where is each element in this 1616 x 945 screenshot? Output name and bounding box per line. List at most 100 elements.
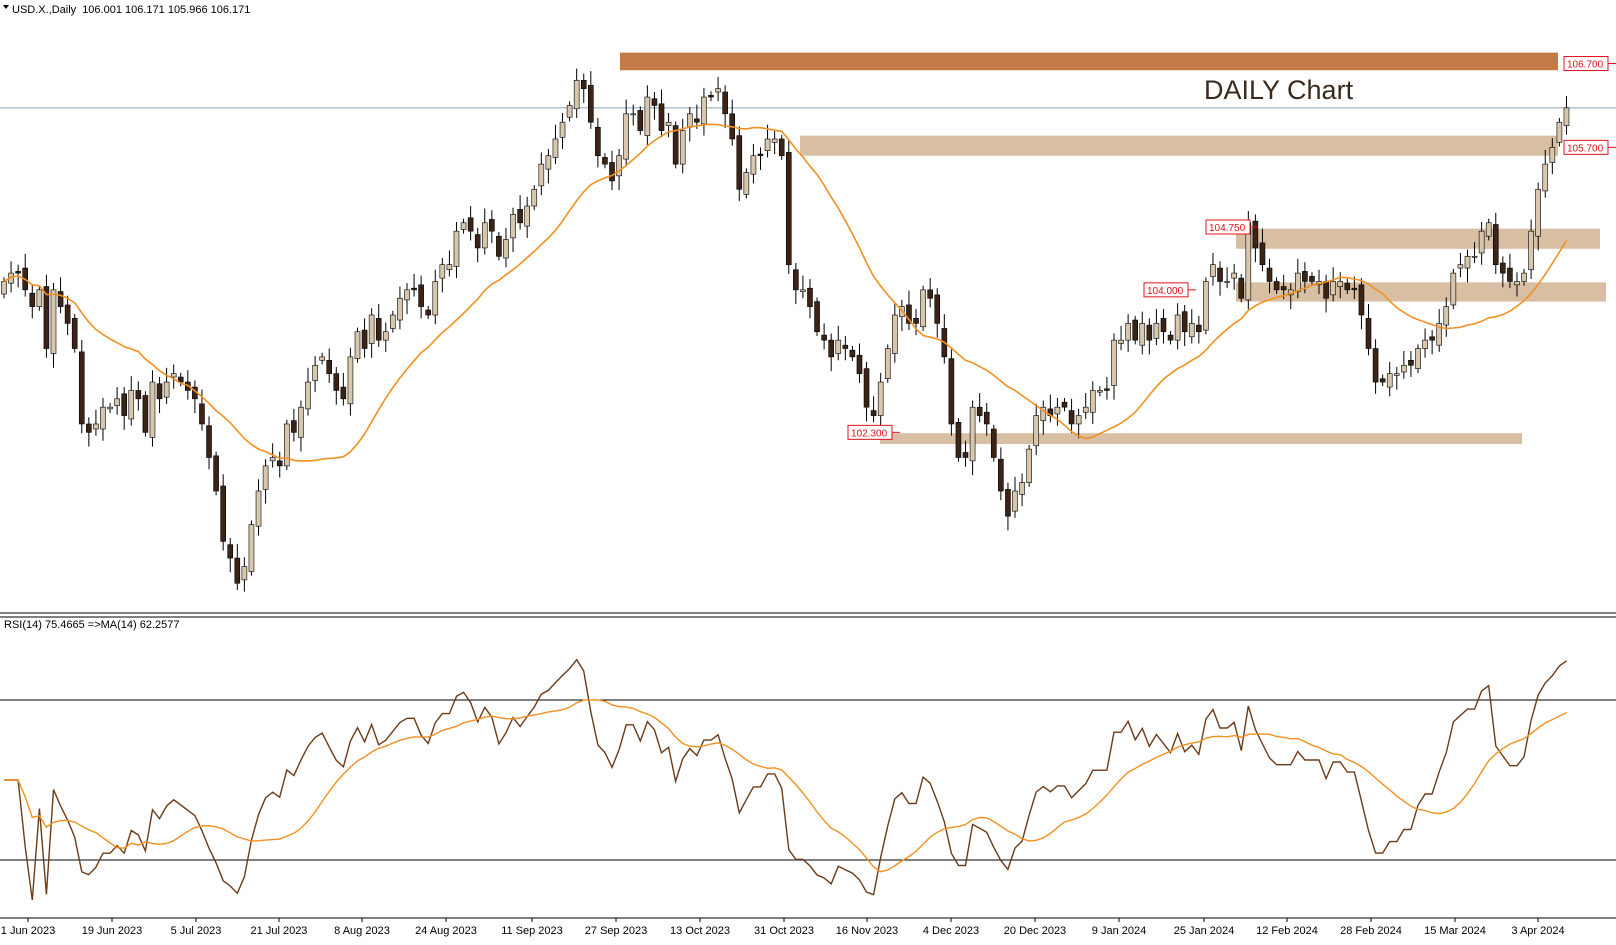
candle	[955, 418, 962, 462]
candle	[319, 352, 325, 365]
candle	[1563, 96, 1570, 135]
svg-text:104.000: 104.000	[1147, 286, 1184, 297]
candle	[1075, 408, 1082, 439]
candle	[941, 314, 948, 364]
candle	[1422, 328, 1428, 358]
candle	[934, 288, 941, 338]
candle	[1478, 221, 1485, 265]
candle	[1181, 304, 1188, 347]
candle	[1266, 258, 1273, 294]
symbol-title: USD.X.,Daily 106.001 106.171 105.966 106.…	[12, 4, 250, 16]
candle	[1139, 311, 1146, 355]
candle	[467, 206, 474, 241]
level-label: 104.750	[1205, 219, 1258, 235]
candle	[418, 275, 424, 319]
x-axis-label: 20 Dec 2023	[1004, 925, 1066, 937]
candle	[1054, 397, 1061, 426]
candle	[976, 392, 983, 423]
candle	[283, 419, 290, 471]
candle	[1436, 309, 1443, 352]
candle	[835, 325, 842, 361]
candle	[163, 367, 170, 404]
candle	[849, 346, 856, 362]
candle	[870, 396, 877, 423]
candle	[1259, 228, 1266, 272]
candle	[71, 314, 78, 353]
candle	[460, 218, 467, 234]
candle	[1089, 381, 1096, 424]
candle	[998, 447, 1004, 501]
candle	[1443, 297, 1450, 337]
candle	[573, 68, 580, 119]
candle	[382, 322, 389, 352]
candle	[623, 99, 629, 166]
candle	[43, 274, 50, 358]
candle	[1542, 149, 1549, 198]
candle	[948, 349, 955, 436]
candle	[1401, 351, 1407, 379]
x-axis-label: 19 Jun 2023	[82, 925, 143, 937]
candle	[474, 227, 481, 263]
zone-105.700	[800, 135, 1558, 156]
candle	[248, 520, 255, 576]
candle	[701, 87, 707, 136]
rsi-label: RSI(14) 75.4665 =>MA(14) 62.2577	[4, 619, 180, 631]
candle	[114, 387, 120, 415]
candle	[531, 185, 538, 211]
candle	[340, 372, 347, 406]
candle	[368, 308, 375, 358]
svg-text:104.750: 104.750	[1209, 223, 1246, 234]
candle	[708, 91, 714, 102]
candle	[800, 275, 806, 299]
candle	[503, 227, 509, 268]
candle	[757, 147, 764, 170]
candle	[651, 92, 658, 120]
zone-104.750	[1236, 228, 1600, 249]
candle	[517, 195, 523, 230]
candle	[262, 459, 269, 504]
candle	[1252, 214, 1259, 263]
candle	[1210, 252, 1216, 286]
candle	[107, 403, 113, 414]
candle	[983, 403, 990, 436]
candle	[1535, 182, 1541, 251]
candle	[1415, 344, 1421, 373]
candle	[694, 104, 700, 129]
level-label: 106.700	[1563, 56, 1616, 72]
candle	[170, 364, 177, 389]
candle	[135, 381, 142, 411]
candle	[524, 196, 530, 238]
x-axis-label: 9 Jan 2024	[1092, 925, 1146, 937]
candle	[722, 85, 728, 129]
candle	[545, 149, 552, 184]
candle	[595, 118, 601, 168]
candle	[1132, 315, 1138, 345]
candle	[1019, 473, 1025, 507]
candle	[1556, 118, 1563, 147]
candle	[496, 232, 502, 261]
candle	[793, 263, 799, 305]
candle	[658, 89, 665, 138]
candle	[333, 366, 340, 405]
candle	[1012, 476, 1018, 518]
candle	[1224, 267, 1230, 289]
dropdown-icon[interactable]	[3, 5, 9, 9]
candle	[481, 208, 488, 255]
zones-layer	[0, 52, 1616, 445]
candle	[29, 283, 36, 319]
candle	[1492, 212, 1499, 274]
candle	[1521, 268, 1527, 286]
candle	[1160, 309, 1167, 344]
candle	[453, 221, 460, 279]
candle	[778, 134, 785, 160]
candle	[736, 126, 743, 201]
candle	[1351, 276, 1358, 300]
candle	[291, 408, 297, 442]
candle	[298, 400, 304, 452]
candle	[1393, 366, 1400, 390]
candle	[913, 309, 919, 336]
candle	[566, 101, 573, 122]
candle	[439, 258, 446, 293]
candle	[1097, 386, 1103, 397]
